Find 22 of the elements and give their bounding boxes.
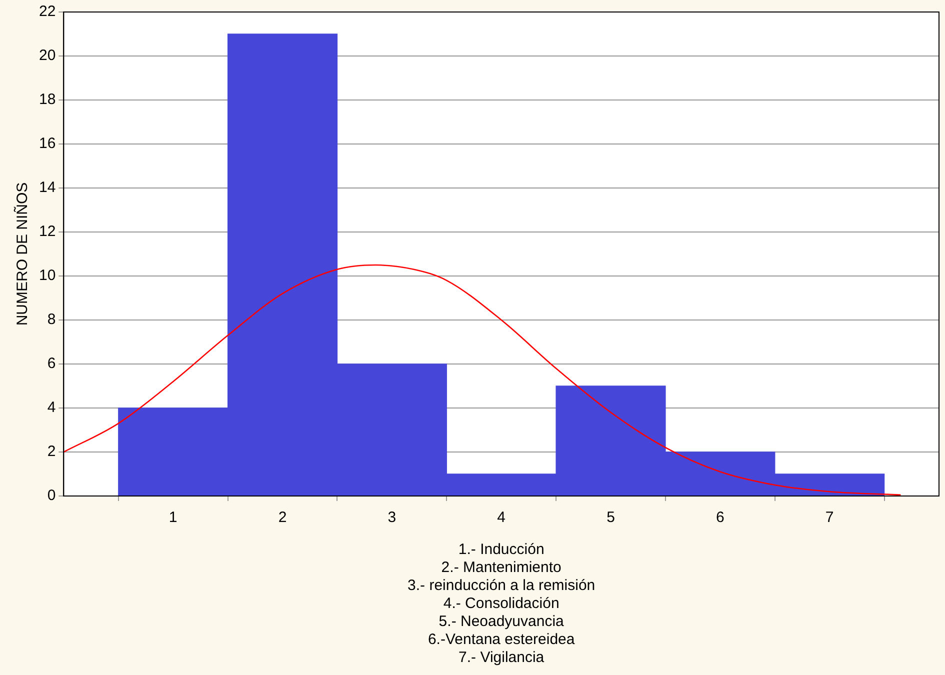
x-tick-label: 6 [716,509,724,526]
x-tick-label: 4 [497,509,506,526]
x-tick-label: 7 [825,509,834,526]
y-axis-title: NUMERO DE NIÑOS [13,182,32,326]
y-tick-label: 6 [47,355,56,372]
y-tick-label: 12 [38,223,56,240]
y-tick-label: 8 [47,311,56,328]
x-tick-label: 5 [606,509,615,526]
x-tick-label: 2 [278,509,287,526]
y-tick-label: 14 [38,179,56,196]
y-tick-label: 4 [47,399,56,416]
y-tick-label: 20 [38,47,56,64]
x-axis-title: 1.- Inducción 2.- Mantenimiento 3.- reinducción a la remisión 4.- Consolidación 5.- Neoadyuvancia 6.-Ventana estereidea 7.- Vigilancia [408,541,596,666]
y-tick-label: 18 [38,91,56,108]
y-tick-label: 2 [47,443,56,460]
x-tick-label: 1 [168,509,178,526]
x-tick-label: 3 [388,509,396,526]
line-series [64,264,902,496]
y-tick-label: 16 [38,135,56,152]
y-tick-label: 10 [38,267,56,284]
y-tick-label: 22 [38,3,56,20]
y-tick-label: 0 [47,487,56,504]
